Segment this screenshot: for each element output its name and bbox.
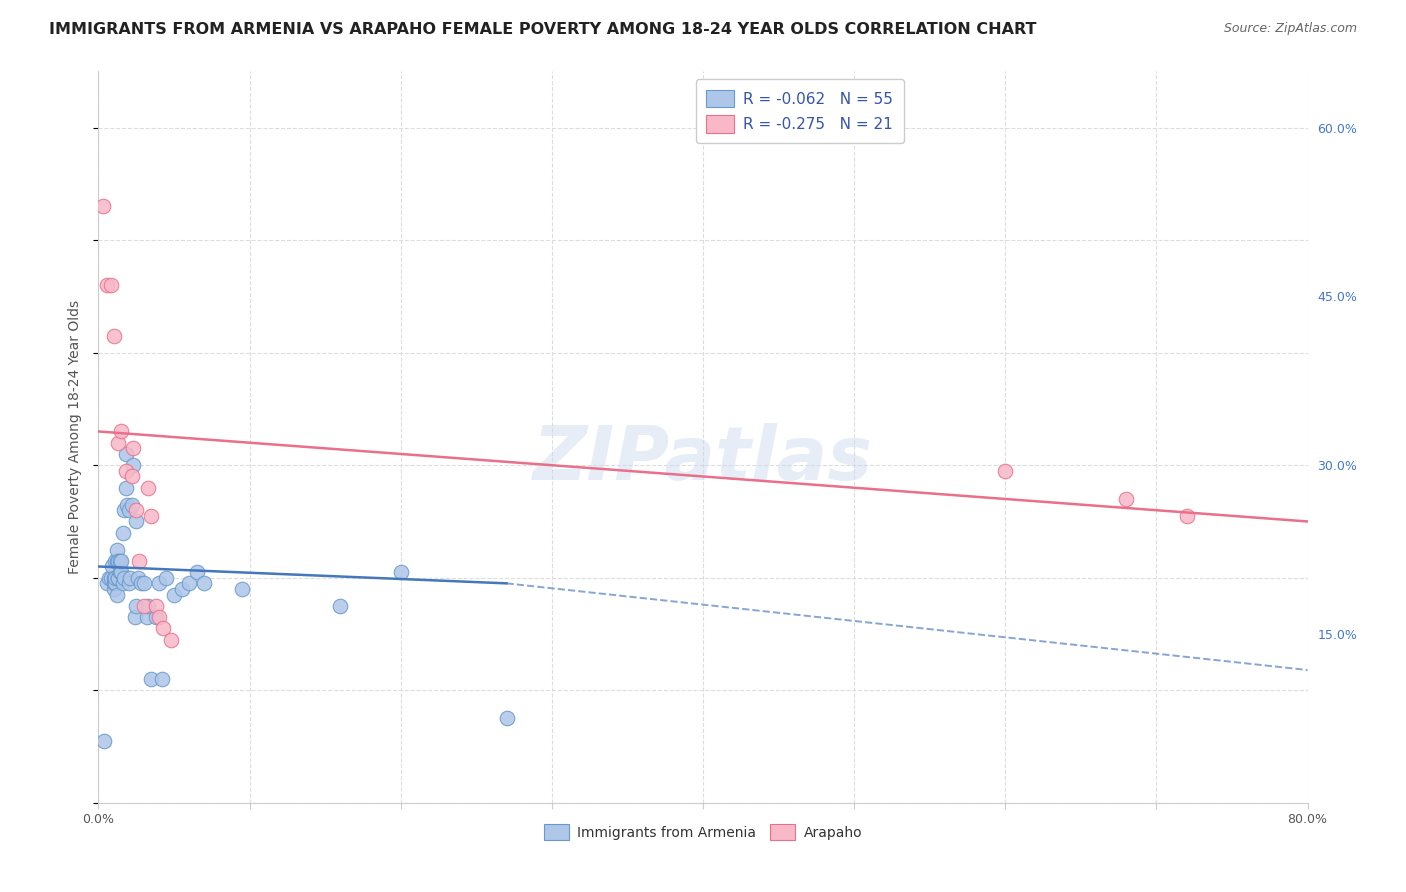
Point — [186, 565, 208, 579]
Legend: Immigrants from Armenia, Arapaho: Immigrants from Armenia, Arapaho — [537, 817, 869, 847]
Y-axis label: Female Poverty Among 18-24 Year Olds: Female Poverty Among 18-24 Year Olds — [69, 300, 83, 574]
Point — [114, 447, 136, 461]
Point — [1175, 508, 1198, 523]
Point — [91, 199, 114, 213]
Point — [136, 599, 159, 613]
Point — [110, 425, 132, 439]
Point — [96, 576, 118, 591]
Point — [170, 582, 193, 596]
Point — [124, 610, 146, 624]
Point — [100, 278, 122, 293]
Point — [103, 582, 125, 596]
Point — [114, 464, 136, 478]
Point — [132, 599, 155, 613]
Point — [329, 599, 352, 613]
Point — [93, 734, 115, 748]
Point — [104, 571, 127, 585]
Point — [115, 498, 138, 512]
Point — [127, 571, 149, 585]
Point — [152, 621, 174, 635]
Point — [111, 525, 134, 540]
Point — [135, 610, 157, 624]
Point — [145, 610, 167, 624]
Point — [118, 576, 141, 591]
Point — [105, 554, 128, 568]
Point — [136, 481, 159, 495]
Point — [132, 576, 155, 591]
Point — [148, 610, 170, 624]
Point — [125, 515, 148, 529]
Point — [994, 464, 1017, 478]
Point — [110, 554, 132, 568]
Point — [120, 571, 142, 585]
Point — [150, 672, 173, 686]
Point — [111, 576, 134, 591]
Point — [163, 588, 186, 602]
Point — [104, 576, 127, 591]
Point — [104, 554, 127, 568]
Point — [155, 571, 177, 585]
Point — [128, 554, 150, 568]
Point — [231, 582, 253, 596]
Point — [105, 542, 128, 557]
Point — [100, 571, 122, 585]
Point — [105, 588, 128, 602]
Point — [141, 672, 163, 686]
Point — [148, 576, 170, 591]
Point — [160, 632, 183, 647]
Point — [125, 503, 148, 517]
Text: IMMIGRANTS FROM ARMENIA VS ARAPAHO FEMALE POVERTY AMONG 18-24 YEAR OLDS CORRELAT: IMMIGRANTS FROM ARMENIA VS ARAPAHO FEMAL… — [49, 22, 1036, 37]
Point — [107, 571, 129, 585]
Text: ZIPatlas: ZIPatlas — [533, 423, 873, 496]
Point — [122, 442, 145, 456]
Point — [108, 565, 131, 579]
Point — [121, 469, 143, 483]
Point — [122, 458, 145, 473]
Point — [118, 503, 141, 517]
Text: Source: ZipAtlas.com: Source: ZipAtlas.com — [1223, 22, 1357, 36]
Point — [389, 565, 412, 579]
Point — [103, 571, 125, 585]
Point — [107, 435, 129, 450]
Point — [125, 599, 148, 613]
Point — [98, 571, 121, 585]
Point — [108, 554, 131, 568]
Point — [107, 571, 129, 585]
Point — [495, 711, 517, 725]
Point — [110, 565, 132, 579]
Point — [179, 576, 201, 591]
Point — [121, 498, 143, 512]
Point — [96, 278, 118, 293]
Point — [107, 554, 129, 568]
Point — [145, 599, 167, 613]
Point — [103, 328, 125, 343]
Point — [101, 559, 124, 574]
Point — [193, 576, 215, 591]
Point — [141, 508, 163, 523]
Point — [103, 576, 125, 591]
Point — [1115, 491, 1137, 506]
Point — [114, 481, 136, 495]
Point — [112, 503, 135, 517]
Point — [129, 576, 152, 591]
Point — [112, 571, 135, 585]
